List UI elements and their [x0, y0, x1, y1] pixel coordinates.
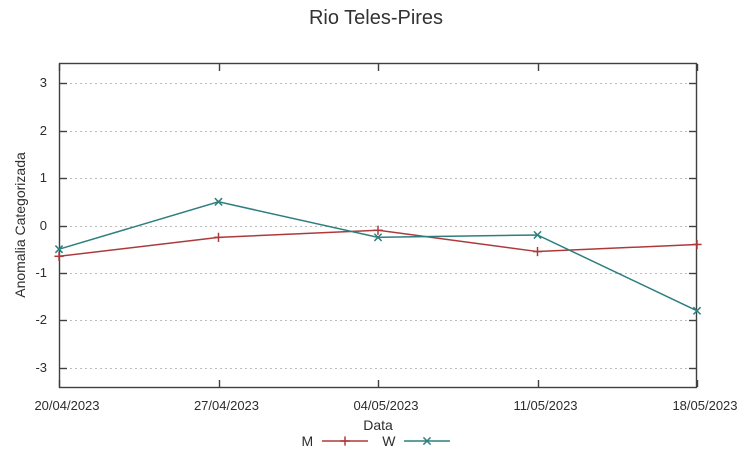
x-tick-label: 20/04/2023 [34, 398, 100, 413]
plot-area [54, 62, 702, 389]
series-marker-W [373, 233, 383, 242]
series-W [54, 197, 702, 315]
x-tick-label: 18/05/2023 [672, 398, 738, 413]
y-tick-label: 2 [39, 122, 47, 138]
legend-sample-marker [423, 436, 432, 446]
series-marker-W [54, 245, 64, 254]
legend-sample-line-w [404, 436, 451, 446]
y-tick-label: -2 [35, 312, 47, 328]
legend-label-m: M [301, 433, 314, 449]
plot-svg [54, 62, 702, 389]
legend-sample-line-m [322, 436, 369, 446]
x-axis-label: Data [363, 417, 393, 433]
x-tick-label: 04/05/2023 [353, 398, 419, 413]
legend: M W [0, 433, 752, 449]
series-marker-W [533, 230, 542, 240]
x-tick-label: 27/04/2023 [193, 398, 260, 413]
legend-label-w: W [382, 433, 396, 449]
series-M [54, 225, 702, 261]
series-line-W [58, 201, 698, 312]
legend-item-w: W [382, 433, 451, 449]
y-tick-label: -3 [35, 359, 47, 375]
x-tick-label: 11/05/2023 [513, 398, 578, 413]
legend-item-m: M [302, 433, 369, 449]
series-marker-W [692, 306, 702, 315]
chart-title: Rio Teles-Pires [308, 7, 444, 29]
y-axis-label: Anomalia Categorizada [12, 152, 28, 298]
series-marker-W [214, 197, 223, 206]
plot-border [58, 62, 698, 389]
y-tick-label: 3 [39, 75, 47, 91]
